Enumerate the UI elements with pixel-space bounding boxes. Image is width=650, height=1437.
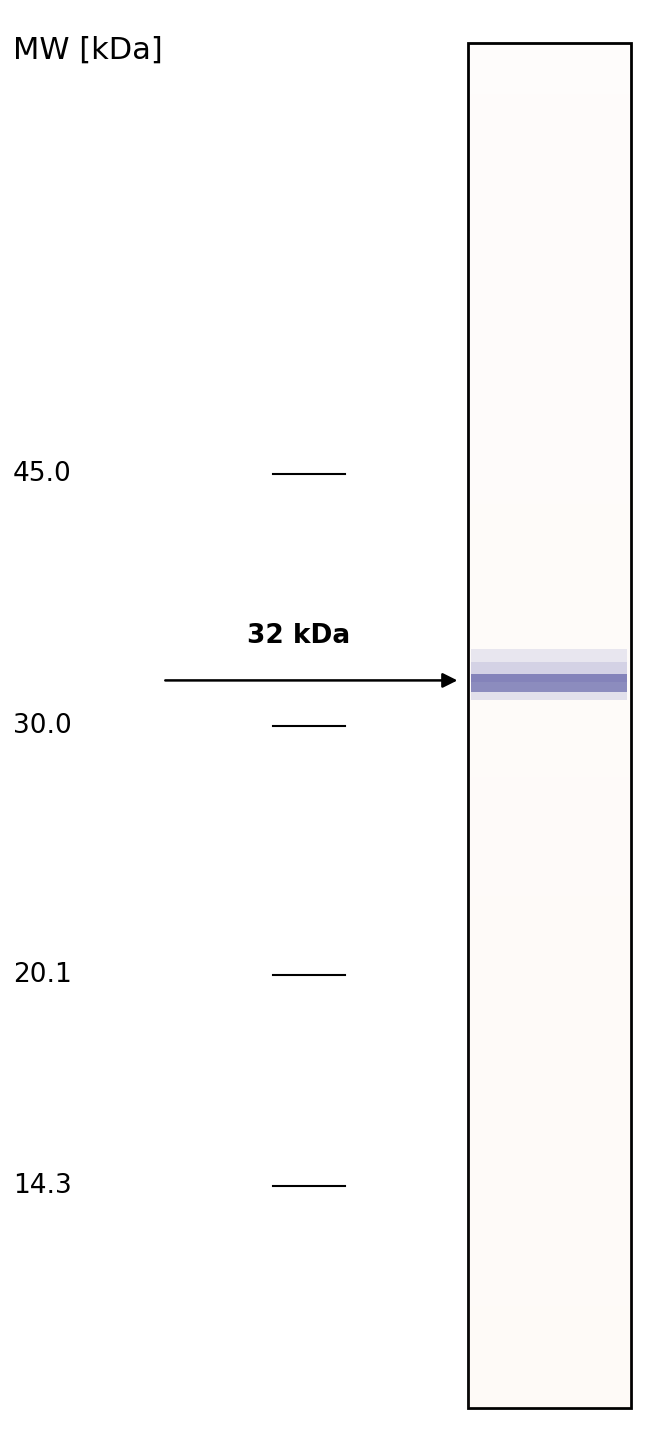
Bar — [468, 879, 630, 897]
Bar — [468, 1272, 630, 1289]
Bar — [468, 1391, 630, 1408]
Bar — [468, 282, 630, 299]
Bar — [468, 624, 630, 641]
Bar — [468, 1083, 630, 1101]
Bar — [468, 1135, 630, 1152]
Bar — [468, 658, 630, 674]
Bar — [468, 435, 630, 453]
Bar — [468, 316, 630, 333]
Bar — [468, 931, 630, 947]
Bar — [468, 537, 630, 555]
Bar — [468, 793, 630, 810]
Bar — [468, 1289, 630, 1306]
Bar — [468, 418, 630, 435]
Bar — [468, 1255, 630, 1272]
Bar — [468, 384, 630, 401]
Bar — [468, 78, 630, 95]
Bar — [468, 726, 630, 743]
Bar — [468, 555, 630, 572]
Bar — [468, 606, 630, 624]
Bar — [468, 1204, 630, 1220]
Bar — [468, 299, 630, 316]
Bar — [468, 691, 630, 708]
Bar — [468, 777, 630, 793]
Bar — [468, 504, 630, 520]
Bar — [468, 522, 630, 537]
Bar — [468, 862, 630, 879]
Bar — [468, 112, 630, 128]
Bar — [468, 1306, 630, 1323]
Bar — [468, 1066, 630, 1083]
Bar — [468, 453, 630, 470]
Bar — [468, 674, 630, 691]
Text: 20.1: 20.1 — [13, 961, 72, 987]
Bar — [468, 231, 630, 247]
Bar — [468, 743, 630, 760]
Bar — [471, 674, 627, 693]
Bar — [468, 351, 630, 368]
Bar — [468, 641, 630, 658]
Bar — [468, 1118, 630, 1135]
Bar — [468, 145, 630, 162]
Bar — [468, 845, 630, 862]
Bar — [468, 1170, 630, 1187]
Bar — [468, 128, 630, 145]
Bar — [468, 214, 630, 231]
Bar — [468, 810, 630, 828]
Text: MW [kDa]: MW [kDa] — [13, 36, 162, 65]
Bar — [468, 589, 630, 606]
Bar — [468, 162, 630, 180]
Bar — [468, 1220, 630, 1237]
Bar — [471, 662, 627, 681]
Text: 32 kDa: 32 kDa — [247, 622, 350, 648]
Bar — [468, 1323, 630, 1339]
Bar — [468, 999, 630, 1016]
Bar — [468, 1016, 630, 1033]
Text: 30.0: 30.0 — [13, 713, 72, 739]
Bar — [468, 572, 630, 589]
Bar — [468, 1374, 630, 1391]
Bar — [468, 60, 630, 78]
Bar — [468, 1237, 630, 1255]
Bar — [468, 1101, 630, 1118]
Bar — [468, 264, 630, 282]
Bar — [468, 1339, 630, 1357]
Bar — [468, 981, 630, 999]
Bar — [468, 708, 630, 726]
Bar — [468, 897, 630, 914]
Bar — [471, 693, 627, 700]
Text: 14.3: 14.3 — [13, 1173, 72, 1198]
Bar — [468, 964, 630, 981]
Bar — [468, 180, 630, 197]
Bar — [468, 828, 630, 845]
Bar — [468, 247, 630, 264]
Bar — [468, 947, 630, 964]
Bar — [468, 487, 630, 504]
Bar — [468, 1357, 630, 1374]
Bar — [468, 368, 630, 384]
Bar — [468, 914, 630, 931]
Bar — [468, 43, 630, 60]
Bar — [468, 1187, 630, 1204]
Bar — [468, 470, 630, 487]
Text: 45.0: 45.0 — [13, 461, 72, 487]
Bar — [468, 95, 630, 112]
Bar — [468, 197, 630, 214]
Bar — [468, 1152, 630, 1170]
Bar — [468, 1033, 630, 1050]
Bar — [468, 401, 630, 418]
Bar — [468, 333, 630, 351]
Bar — [468, 1050, 630, 1066]
Bar — [471, 650, 627, 662]
Bar — [468, 760, 630, 777]
